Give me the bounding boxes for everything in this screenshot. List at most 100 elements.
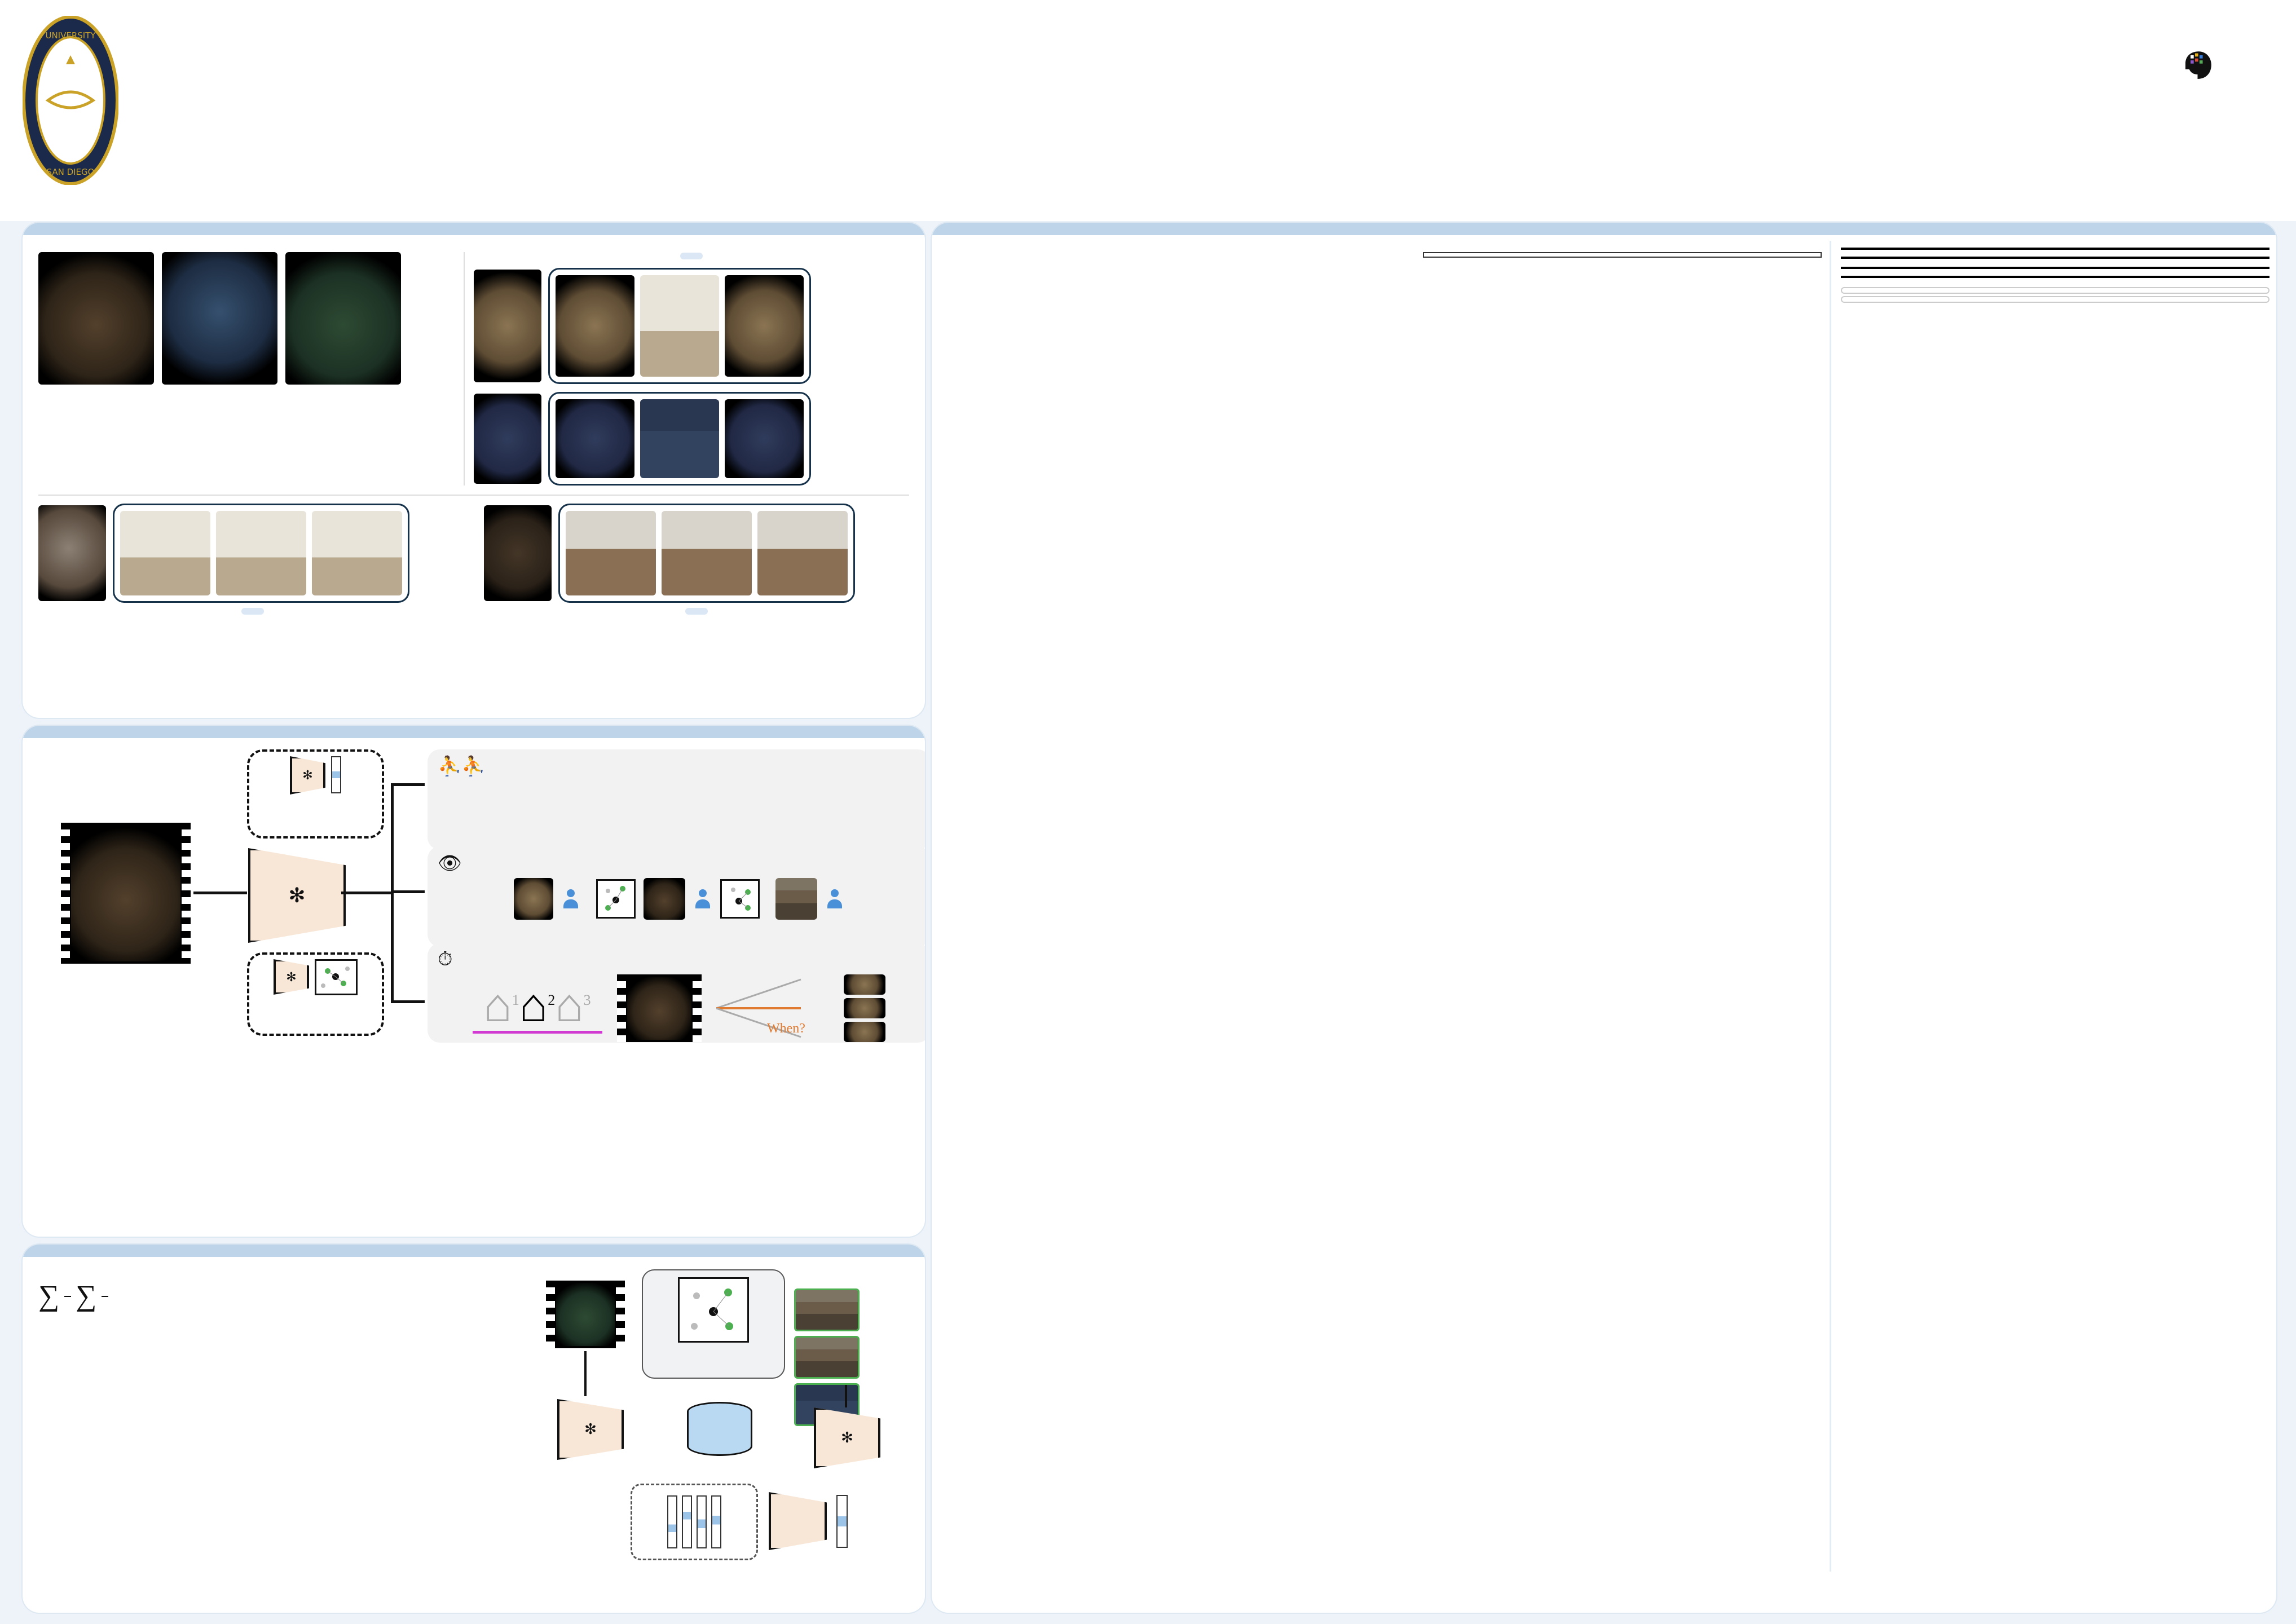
- motivation-panel: [23, 223, 925, 718]
- prediction-bars-box: [631, 1484, 758, 1560]
- poster-header: UNIVERSITY SAN DIEGO: [0, 0, 2296, 221]
- icml-logo: [2181, 31, 2257, 99]
- scatter-icon: [596, 879, 636, 919]
- prediction-bar: [836, 1495, 848, 1548]
- database-icon: [687, 1402, 752, 1456]
- encoder-icon: ✻: [274, 959, 309, 995]
- candidate-frame: [556, 399, 634, 478]
- ego-frame-c: [285, 252, 401, 385]
- ego-frame-g: [484, 505, 552, 601]
- logit-bar: [697, 1495, 707, 1548]
- pin-clock-icon: ⏱: [438, 949, 453, 970]
- scatter-icon: [678, 1277, 749, 1343]
- candidate-frame: [725, 275, 804, 377]
- ego-frame-f: [38, 505, 106, 601]
- experiments-panel: [932, 223, 2276, 1613]
- ego-query-thumb: [546, 1281, 625, 1348]
- svg-text:SAN DIEGO: SAN DIEGO: [47, 167, 95, 177]
- arrow: [391, 783, 425, 786]
- exo-candidates-e: [548, 392, 811, 486]
- title-block: [527, 10, 1791, 15]
- arrow: [391, 1000, 425, 1003]
- people-icon: ⛹⛹: [438, 756, 486, 777]
- scatter-icon: [315, 959, 358, 995]
- candidate-frame: [556, 275, 634, 377]
- video-frame: [71, 825, 180, 961]
- attention-block: [1841, 267, 2269, 278]
- raa-diagram: ✻ ✻: [546, 1269, 909, 1560]
- svg-text:UNIVERSITY: UNIVERSITY: [45, 30, 96, 41]
- egoprivacy-panel: ✻ ✻ ✻ ⛹⛹: [23, 726, 925, 1237]
- raa-title: [23, 1245, 925, 1257]
- logo-row: UNIVERSITY SAN DIEGO: [23, 16, 159, 185]
- attacker-f: ✻: [557, 1399, 624, 1460]
- retrieved-clip: [794, 1288, 860, 1331]
- query-video-thumb: [616, 974, 702, 1042]
- retrieval-formula: ∑ ∑: [38, 1279, 546, 1313]
- clip-thumb: [843, 974, 885, 995]
- houses-icon: ⌂1⌂2⌂3: [483, 979, 591, 1032]
- arrow: [584, 1351, 587, 1396]
- person-search-icon: 👁: [438, 853, 462, 874]
- temporal-legend-bottom: [1841, 296, 2269, 303]
- arrow: [391, 783, 394, 1003]
- retrieval-based-box: ✻: [247, 952, 384, 1036]
- ablation-chart-legend: [1423, 252, 1822, 258]
- ego-frame-d: [474, 270, 541, 382]
- ego-frame-a: [38, 252, 154, 385]
- person-icon: [825, 889, 844, 908]
- situational-privacy-box: ⏱ ⌂1⌂2⌂3 When?: [428, 943, 925, 1043]
- classification-based-box: ✻: [247, 749, 384, 839]
- masking-grid: [1841, 248, 2269, 259]
- when-label: When?: [767, 1021, 805, 1036]
- candidate-frame: [566, 511, 656, 595]
- candidate-frame: [640, 275, 719, 377]
- when-chip: [241, 608, 264, 615]
- exo-candidates-g: [558, 504, 855, 603]
- raa-panel: ∑ ∑: [23, 1245, 925, 1613]
- attacker-block: ✻: [248, 848, 346, 943]
- ego-thumb: [643, 878, 685, 920]
- ego-to-exo-retrieval-box: [642, 1269, 785, 1379]
- candidate-frame: [216, 511, 306, 595]
- exo-candidates-d: [548, 268, 811, 384]
- icml-head-icon: [2185, 51, 2211, 79]
- who-chip: [680, 253, 703, 259]
- egoprivacy-diagram: ✻ ✻ ✻ ⛹⛹: [38, 749, 925, 1043]
- candidate-frame: [120, 511, 210, 595]
- candidate-frame: [662, 511, 752, 595]
- topk-thumbs: [794, 1288, 860, 1426]
- ablation-table: [944, 252, 1415, 258]
- clip-thumb: [843, 1022, 885, 1042]
- arrow: [341, 892, 392, 894]
- ego-frame-b: [162, 252, 277, 385]
- person-icon: [561, 889, 580, 908]
- where-chip: [685, 608, 708, 615]
- candidate-frame: [725, 399, 804, 478]
- demographic-privacy-box: ⛹⛹: [428, 749, 925, 850]
- candidate-frame: [640, 399, 719, 478]
- asterisk-icon: ✻: [288, 884, 306, 907]
- logit-bar: [711, 1495, 721, 1548]
- candidate-frame: [312, 511, 402, 595]
- first-person-video-thumb: [61, 823, 191, 964]
- person-icon: [693, 889, 712, 908]
- logit-bar: [682, 1495, 692, 1548]
- arrow: [845, 1385, 847, 1407]
- aggregator-block: [769, 1492, 827, 1550]
- scatter-icon: [720, 879, 760, 919]
- ucsd-seal-icon: UNIVERSITY SAN DIEGO: [23, 16, 118, 185]
- exo-thumb: [775, 878, 817, 920]
- arrow: [193, 892, 247, 894]
- temporal-legend-top: [1841, 287, 2269, 294]
- egoprivacy-title: [23, 726, 925, 738]
- encoder-icon: ✻: [290, 756, 325, 795]
- ego-thumb: [513, 878, 553, 920]
- logits-bar-icon: [331, 756, 341, 793]
- experiments-banner: [932, 223, 2276, 235]
- attacker-fprime: ✻: [814, 1407, 880, 1468]
- arrow: [391, 890, 425, 893]
- individual-privacy-box: 👁: [428, 846, 925, 947]
- clip-thumb: [843, 998, 885, 1018]
